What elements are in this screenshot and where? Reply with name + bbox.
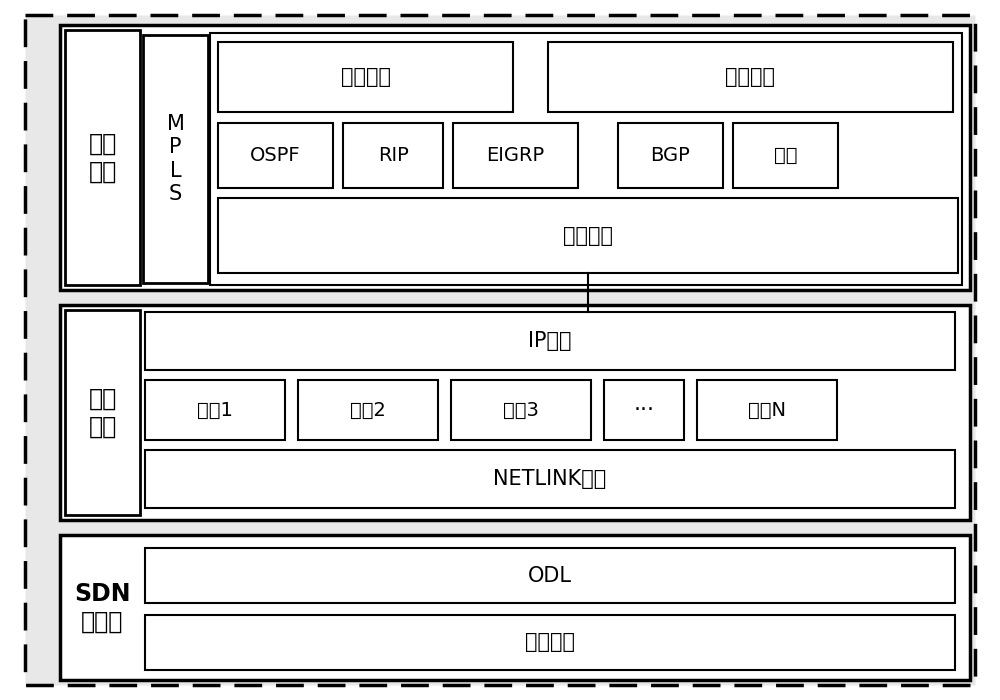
Bar: [65, 540, 140, 675]
Bar: [143, 35, 208, 283]
Bar: [733, 123, 838, 188]
Text: 协议
模块: 协议 模块: [88, 132, 117, 183]
Bar: [697, 380, 837, 440]
Text: M
P
L
S: M P L S: [167, 114, 184, 204]
Text: 路由管理: 路由管理: [340, 67, 390, 87]
Text: ODL: ODL: [528, 566, 572, 585]
Text: NETLINK适配: NETLINK适配: [493, 469, 607, 489]
Text: OSPF: OSPF: [250, 146, 301, 165]
Bar: [60, 535, 970, 680]
Bar: [453, 123, 578, 188]
Bar: [60, 25, 970, 290]
Bar: [210, 33, 962, 285]
Bar: [65, 30, 140, 285]
Text: 南向接口: 南向接口: [525, 633, 575, 652]
Text: 接口3: 接口3: [503, 400, 539, 419]
Bar: [618, 123, 723, 188]
Text: 内核
模块: 内核 模块: [88, 386, 117, 438]
Text: 组播: 组播: [774, 146, 797, 165]
Bar: [218, 42, 513, 112]
Text: SDN
控制器: SDN 控制器: [74, 582, 131, 634]
Text: EIGRP: EIGRP: [486, 146, 545, 165]
Bar: [60, 305, 970, 520]
Bar: [451, 380, 591, 440]
Bar: [65, 310, 140, 515]
Bar: [604, 380, 684, 440]
Bar: [145, 548, 955, 603]
Bar: [343, 123, 443, 188]
Text: 路由选择: 路由选择: [726, 67, 776, 87]
Bar: [548, 42, 953, 112]
Text: 接口N: 接口N: [748, 400, 786, 419]
Bar: [218, 198, 958, 273]
Text: BGP: BGP: [651, 146, 690, 165]
Bar: [145, 450, 955, 508]
Text: 接口2: 接口2: [350, 400, 386, 419]
Text: RIP: RIP: [378, 146, 408, 165]
Bar: [145, 615, 955, 670]
Bar: [145, 380, 285, 440]
Bar: [298, 380, 438, 440]
Text: ···: ···: [634, 400, 654, 420]
Bar: [218, 123, 333, 188]
Text: IP内核: IP内核: [528, 331, 572, 351]
Text: 接口1: 接口1: [197, 400, 233, 419]
Text: 路由引擎: 路由引擎: [563, 225, 613, 246]
Bar: [145, 312, 955, 370]
